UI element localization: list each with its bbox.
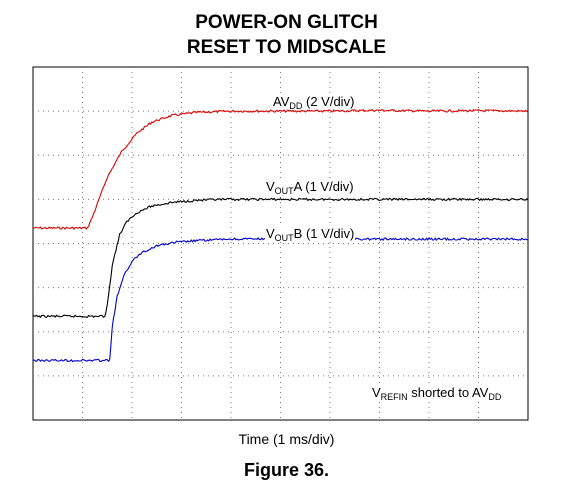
x-axis-label: Time (1 ms/div) (238, 431, 335, 447)
vrefin-note: VREFIN shorted to AVDD (371, 385, 503, 402)
plot-frame (32, 66, 529, 421)
avdd-trace (32, 108, 529, 230)
figure-caption: Figure 36. (243, 460, 330, 480)
vout-b-annotation: VOUTB (1 V/div) (265, 226, 356, 243)
vout-a-trace (32, 197, 529, 319)
vout-a-annotation: VOUTA (1 V/div) (265, 179, 355, 196)
chart-title-line-2: RESET TO MIDSCALE (186, 37, 387, 58)
avdd-annotation: AVDD (2 V/div) (272, 94, 356, 111)
chart-title-line-1: POWER-ON GLITCH (195, 12, 378, 33)
